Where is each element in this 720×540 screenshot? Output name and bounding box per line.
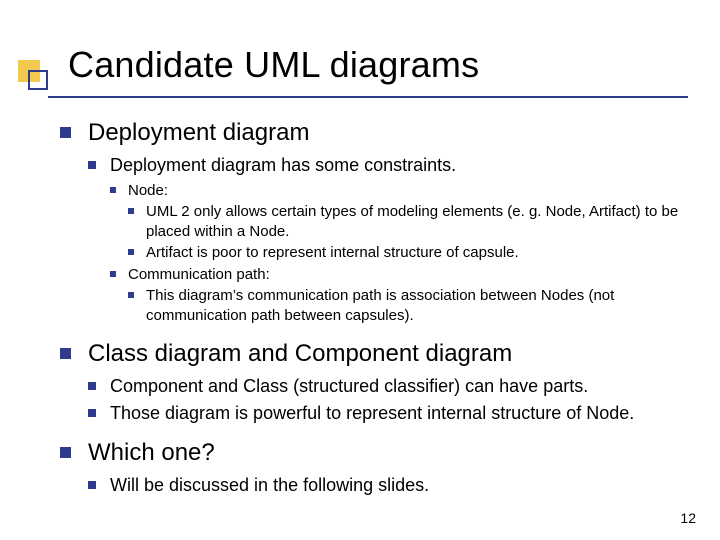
bullet-text: UML 2 only allows certain types of model… xyxy=(146,203,678,240)
square-bullet-icon xyxy=(128,208,134,214)
square-bullet-icon xyxy=(60,447,71,458)
bullet-text: Node: xyxy=(128,182,168,199)
bullet-lvl2: Deployment diagram has some constraints.… xyxy=(88,154,690,325)
bullet-lvl1: Deployment diagram Deployment diagram ha… xyxy=(60,118,690,325)
square-bullet-icon xyxy=(60,348,71,359)
square-bullet-icon xyxy=(88,382,96,390)
bullet-lvl1: Which one? Will be discussed in the foll… xyxy=(60,438,690,497)
page-number: 12 xyxy=(680,510,696,526)
title-underline xyxy=(48,96,688,98)
bullet-text: Artifact is poor to represent internal s… xyxy=(146,244,519,261)
bullet-text: Class diagram and Component diagram xyxy=(88,340,512,367)
bullet-text: Component and Class (structured classifi… xyxy=(110,376,588,396)
bullet-lvl2: Will be discussed in the following slide… xyxy=(88,474,690,497)
bullet-text: Deployment diagram xyxy=(88,119,309,146)
slide-body: Deployment diagram Deployment diagram ha… xyxy=(60,118,690,503)
bullet-text: Which one? xyxy=(88,439,215,466)
bullet-lvl2: Component and Class (structured classifi… xyxy=(88,375,690,398)
bullet-lvl4: Artifact is poor to represent internal s… xyxy=(128,243,690,263)
bullet-lvl3: Node: UML 2 only allows certain types of… xyxy=(110,181,690,263)
square-bullet-icon xyxy=(60,127,71,138)
corner-decoration xyxy=(18,60,50,92)
square-bullet-icon xyxy=(128,249,134,255)
square-bullet-icon xyxy=(88,409,96,417)
corner-blue-frame xyxy=(28,70,48,90)
bullet-lvl4: UML 2 only allows certain types of model… xyxy=(128,202,690,241)
square-bullet-icon xyxy=(110,271,116,277)
square-bullet-icon xyxy=(88,161,96,169)
square-bullet-icon xyxy=(88,481,96,489)
square-bullet-icon xyxy=(110,187,116,193)
bullet-text: Deployment diagram has some constraints. xyxy=(110,155,456,175)
bullet-text: Will be discussed in the following slide… xyxy=(110,475,429,495)
bullet-lvl1: Class diagram and Component diagram Comp… xyxy=(60,339,690,424)
bullet-lvl2: Those diagram is powerful to represent i… xyxy=(88,402,690,425)
bullet-text: Those diagram is powerful to represent i… xyxy=(110,403,634,423)
bullet-lvl3: Communication path: This diagram’s commu… xyxy=(110,265,690,326)
bullet-lvl4: This diagram’s communication path is ass… xyxy=(128,286,690,325)
bullet-text: Communication path: xyxy=(128,266,270,283)
square-bullet-icon xyxy=(128,292,134,298)
bullet-text: This diagram’s communication path is ass… xyxy=(146,287,614,324)
slide-title: Candidate UML diagrams xyxy=(68,44,479,86)
